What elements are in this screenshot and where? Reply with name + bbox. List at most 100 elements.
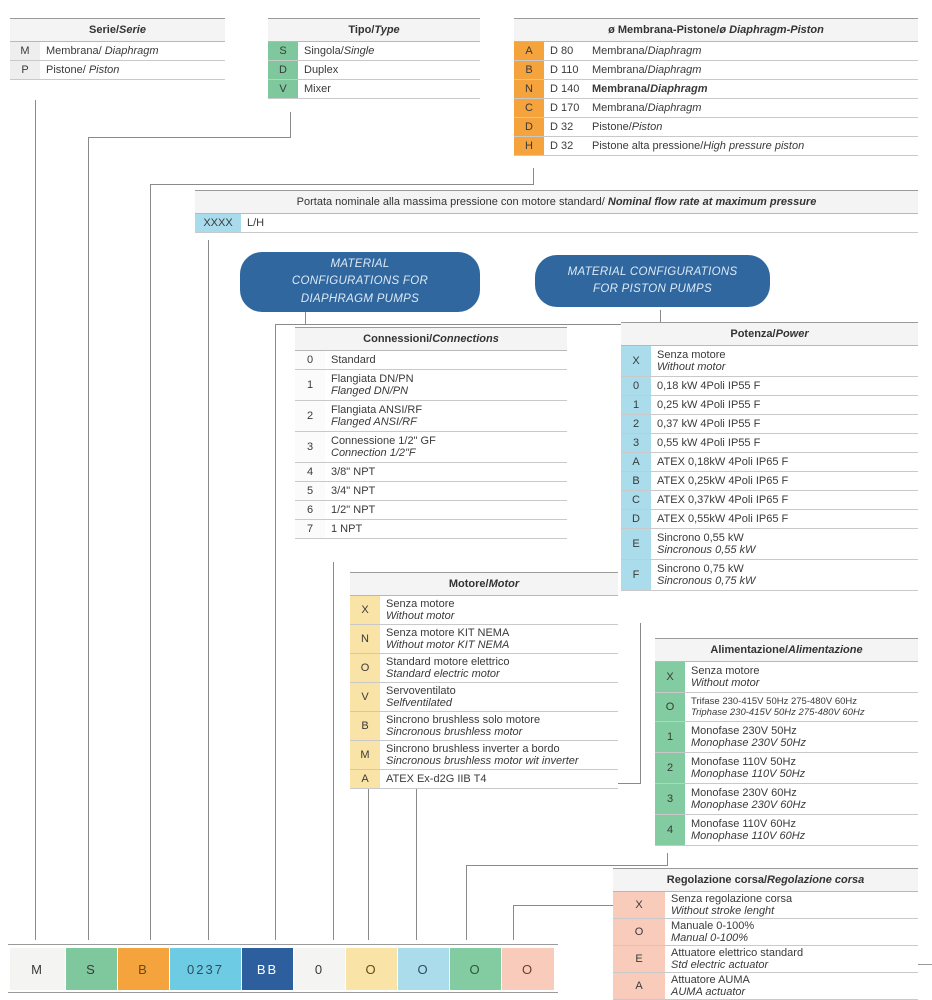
connector-alim-h <box>466 865 668 866</box>
potenza-code-3: 3 <box>621 433 651 453</box>
table-tipo: Tipo/Type S Singola/Single D Duplex V Mi… <box>268 18 480 99</box>
table-row[interactable]: 4 3/8" NPT <box>295 462 567 482</box>
table-row[interactable]: 7 1 NPT <box>295 519 567 539</box>
table-portata-header: Portata nominale alla massima pressione … <box>195 190 918 214</box>
table-row[interactable]: 4 Monofase 110V 60Hz Monophase 110V 60Hz <box>655 814 918 846</box>
table-row[interactable]: A D 80 Membrana/Diaphragm <box>514 41 918 61</box>
table-row[interactable]: V Servoventilato Selfventilated <box>350 682 618 712</box>
table-row[interactable]: 0 0,18 kW 4Poli IP55 F <box>621 376 918 396</box>
tipo-desc-D: Duplex <box>298 60 480 80</box>
table-row[interactable]: 2 Flangiata ANSI/RF Flanged ANSI/RF <box>295 400 567 432</box>
code-cell-connessioni[interactable]: 0 <box>294 948 346 990</box>
table-row[interactable]: F Sincrono 0,75 kW Sincronous 0,75 kW <box>621 559 918 591</box>
table-row[interactable]: P Pistone/ Piston <box>10 60 225 80</box>
alimentazione-desc-2: Monofase 110V 50Hz Monophase 110V 50Hz <box>685 752 918 784</box>
table-alimentazione-header: Alimentazione/Alimentazione <box>655 638 918 662</box>
motore-desc-X: Senza motore Without motor <box>380 595 618 625</box>
potenza-code-C: C <box>621 490 651 510</box>
code-cell-alimentazione[interactable]: O <box>450 948 502 990</box>
alimentazione-desc-1: Monofase 230V 50Hz Monophase 230V 50Hz <box>685 721 918 753</box>
table-row[interactable]: O Manuale 0-100% Manual 0-100% <box>613 918 918 946</box>
table-row[interactable]: B ATEX 0,25kW 4Poli IP65 F <box>621 471 918 491</box>
table-row[interactable]: C ATEX 0,37kW 4Poli IP65 F <box>621 490 918 510</box>
portata-code: XXXX <box>195 213 241 233</box>
connessioni-desc-3: Connessione 1/2" GF Connection 1/2"F <box>325 431 567 463</box>
table-row[interactable]: C D 170 Membrana/Diaphragm <box>514 98 918 118</box>
piston-pill[interactable]: MATERIAL CONFIGURATIONS FOR PISTON PUMPS <box>535 255 770 307</box>
table-row[interactable]: 6 1/2" NPT <box>295 500 567 520</box>
table-row[interactable]: A Attuatore AUMA AUMA actuator <box>613 972 918 1000</box>
table-row[interactable]: N Senza motore KIT NEMA Without motor KIT… <box>350 624 618 654</box>
alimentazione-code-X: X <box>655 661 685 693</box>
potenza-desc-2: 0,37 kW 4Poli IP55 F <box>651 414 918 434</box>
code-cell-membrana[interactable]: B <box>118 948 170 990</box>
table-row[interactable]: 2 0,37 kW 4Poli IP55 F <box>621 414 918 434</box>
code-cell-materials[interactable]: BB <box>242 948 294 990</box>
table-row[interactable]: 3 Connessione 1/2" GF Connection 1/2"F <box>295 431 567 463</box>
connector-alim-v2 <box>466 865 467 940</box>
potenza-desc-D: ATEX 0,55kW 4Poli IP65 F <box>651 509 918 529</box>
table-row[interactable]: E Attuatore elettrico standard Std electr… <box>613 945 918 973</box>
membrana-desc-B: Membrana/Diaphragm <box>586 60 918 80</box>
tipo-desc-V: Mixer <box>298 79 480 99</box>
table-row[interactable]: S Singola/Single <box>268 41 480 61</box>
table-row[interactable]: X Senza motore Without motor <box>655 661 918 693</box>
motore-code-O: O <box>350 653 380 683</box>
table-row[interactable]: O Standard motore elettrico Standard elec… <box>350 653 618 683</box>
table-row[interactable]: B D 110 Membrana/Diaphragm <box>514 60 918 80</box>
code-cell-portata[interactable]: 0237 <box>170 948 242 990</box>
connector-serie <box>35 100 36 940</box>
table-row[interactable]: O Trifase 230-415V 50Hz 275-480V 60Hz Tri… <box>655 692 918 722</box>
table-row[interactable]: B Sincrono brushless solo motore Sincrono… <box>350 711 618 741</box>
diaphragm-pill[interactable]: MATERIAL CONFIGURATIONS FOR DIAPHRAGM PU… <box>240 252 480 312</box>
table-row[interactable]: N D 140 Membrana/Diaphragm <box>514 79 918 99</box>
code-cell-regolazione[interactable]: O <box>502 948 554 990</box>
table-row[interactable]: 1 0,25 kW 4Poli IP55 F <box>621 395 918 415</box>
table-row[interactable]: 1 Monofase 230V 50Hz Monophase 230V 50Hz <box>655 721 918 753</box>
motore-code-X: X <box>350 595 380 625</box>
table-row[interactable]: 5 3/4" NPT <box>295 481 567 501</box>
table-row[interactable]: 3 0,55 kW 4Poli IP55 F <box>621 433 918 453</box>
alimentazione-desc-X: Senza motore Without motor <box>685 661 918 693</box>
regolazione-desc-O: Manuale 0-100% Manual 0-100% <box>665 918 918 946</box>
product-code-bar[interactable]: M S B 0237 BB 0 O O O O <box>10 948 554 990</box>
table-row[interactable]: 1 Flangiata DN/PN Flanged DN/PN <box>295 369 567 401</box>
table-row[interactable]: A ATEX Ex-d2G IIB T4 <box>350 769 618 789</box>
table-row[interactable]: M Sincrono brushless inverter a bordo Sin… <box>350 740 618 770</box>
code-cell-serie[interactable]: M <box>10 948 66 990</box>
table-row[interactable]: XXXX L/H <box>195 213 918 233</box>
connector-tipo-h <box>88 137 291 138</box>
table-row[interactable]: H D 32 Pistone alta pressione/High press… <box>514 136 918 156</box>
table-row[interactable]: D ATEX 0,55kW 4Poli IP65 F <box>621 509 918 529</box>
connector-pills-down <box>275 324 276 940</box>
connessioni-code-2: 2 <box>295 400 325 432</box>
alimentazione-code-1: 1 <box>655 721 685 753</box>
table-row[interactable]: D D 32 Pistone/Piston <box>514 117 918 137</box>
table-portata: Portata nominale alla massima pressione … <box>195 190 918 233</box>
table-row[interactable]: X Senza regolazione corsa Without stroke … <box>613 891 918 919</box>
table-row[interactable]: V Mixer <box>268 79 480 99</box>
motore-desc-N: Senza motore KIT NEMA Without motor KIT N… <box>380 624 618 654</box>
code-cell-motore[interactable]: O <box>346 948 398 990</box>
membrana-code-A: A <box>514 41 544 61</box>
table-row[interactable]: 2 Monofase 110V 50Hz Monophase 110V 50Hz <box>655 752 918 784</box>
potenza-desc-B: ATEX 0,25kW 4Poli IP65 F <box>651 471 918 491</box>
table-row[interactable]: M Membrana/ Diaphragm <box>10 41 225 61</box>
connector-tipo-v2 <box>88 137 89 940</box>
connessioni-code-7: 7 <box>295 519 325 539</box>
table-row[interactable]: X Senza motore Without motor <box>350 595 618 625</box>
membrana-dim-N: D 140 <box>544 79 586 99</box>
table-row[interactable]: E Sincrono 0,55 kW Sincronous 0,55 kW <box>621 528 918 560</box>
connector-connessioni <box>333 562 334 940</box>
regolazione-desc-X: Senza regolazione corsa Without stroke le… <box>665 891 918 919</box>
codebar-top-rule <box>8 944 558 945</box>
table-row[interactable]: X Senza motore Without motor <box>621 345 918 377</box>
table-row[interactable]: 3 Monofase 230V 60Hz Monophase 230V 60Hz <box>655 783 918 815</box>
code-cell-potenza[interactable]: O <box>398 948 450 990</box>
table-row[interactable]: D Duplex <box>268 60 480 80</box>
potenza-desc-0: 0,18 kW 4Poli IP55 F <box>651 376 918 396</box>
code-cell-tipo[interactable]: S <box>66 948 118 990</box>
motore-code-M: M <box>350 740 380 770</box>
table-row[interactable]: A ATEX 0,18kW 4Poli IP65 F <box>621 452 918 472</box>
table-row[interactable]: 0 Standard <box>295 350 567 370</box>
